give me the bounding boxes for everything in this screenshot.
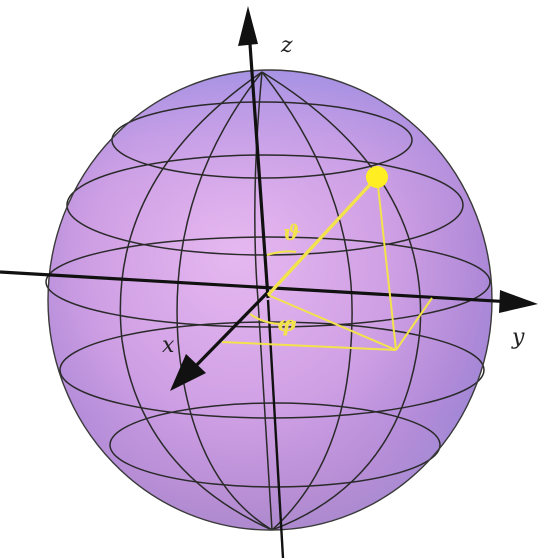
x-axis [182,290,270,380]
x-component-line [221,341,397,351]
axes [0,6,538,558]
longitude-line [261,71,422,531]
state-vector [266,175,379,297]
latitude-line [45,236,491,328]
latitude-line [59,321,485,419]
theta-label: ϑ [283,220,301,245]
z-axis [247,29,270,299]
longitude-line [119,71,273,531]
longitude-line [176,71,273,531]
phi-arc [249,313,297,325]
latitude-line [111,101,413,179]
z-axis-arrowhead-icon [238,6,258,46]
longitude-line [261,71,353,531]
y-axis [0,270,513,304]
longitude-lines [119,71,422,531]
theta-arc [266,250,297,256]
z-axis-lower [266,299,285,558]
state-construction [221,175,433,351]
projection-line [267,294,397,351]
y-component-line [395,297,433,351]
state-point-icon [366,166,388,188]
z-axis-label: z [280,33,293,58]
phi-label: φ [277,311,296,336]
y-axis-arrowhead-icon [499,290,538,313]
x-axis-label: x [162,333,175,358]
y-axis-label: y [511,325,525,350]
sphere-shading [48,70,492,530]
vertical-projection [376,176,397,351]
x-axis-arrowhead-icon [170,354,206,391]
